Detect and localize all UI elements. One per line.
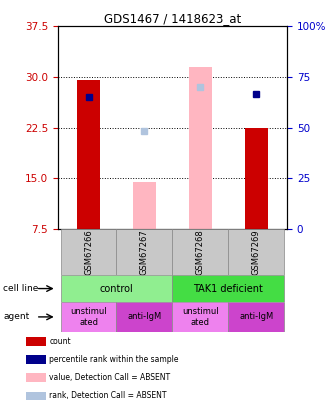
Bar — [245, 128, 268, 229]
Bar — [116, 229, 173, 275]
Bar — [228, 302, 284, 332]
Text: unstimul
ated: unstimul ated — [182, 307, 219, 326]
Bar — [60, 275, 173, 302]
Bar — [189, 67, 212, 229]
Bar — [77, 80, 100, 229]
Text: GSM67268: GSM67268 — [196, 229, 205, 275]
Text: unstimul
ated: unstimul ated — [70, 307, 107, 326]
Bar — [228, 229, 284, 275]
Title: GDS1467 / 1418623_at: GDS1467 / 1418623_at — [104, 12, 241, 25]
Bar — [116, 302, 173, 332]
Text: value, Detection Call = ABSENT: value, Detection Call = ABSENT — [49, 373, 170, 382]
Text: control: control — [100, 284, 133, 294]
Bar — [26, 355, 46, 364]
Bar — [26, 337, 46, 345]
Text: anti-IgM: anti-IgM — [127, 312, 162, 322]
Text: GSM67269: GSM67269 — [252, 229, 261, 275]
Bar — [173, 275, 284, 302]
Text: agent: agent — [3, 312, 30, 322]
Bar — [60, 229, 116, 275]
Text: GSM67267: GSM67267 — [140, 229, 149, 275]
Text: GSM67266: GSM67266 — [84, 229, 93, 275]
Bar — [60, 302, 116, 332]
Bar — [133, 181, 156, 229]
Text: percentile rank within the sample: percentile rank within the sample — [49, 355, 179, 364]
Bar — [173, 302, 228, 332]
Bar — [173, 229, 228, 275]
Text: rank, Detection Call = ABSENT: rank, Detection Call = ABSENT — [49, 391, 167, 401]
Bar — [26, 373, 46, 382]
Bar — [26, 392, 46, 400]
Text: count: count — [49, 337, 71, 346]
Text: cell line: cell line — [3, 284, 39, 293]
Text: TAK1 deficient: TAK1 deficient — [193, 284, 263, 294]
Text: anti-IgM: anti-IgM — [239, 312, 274, 322]
